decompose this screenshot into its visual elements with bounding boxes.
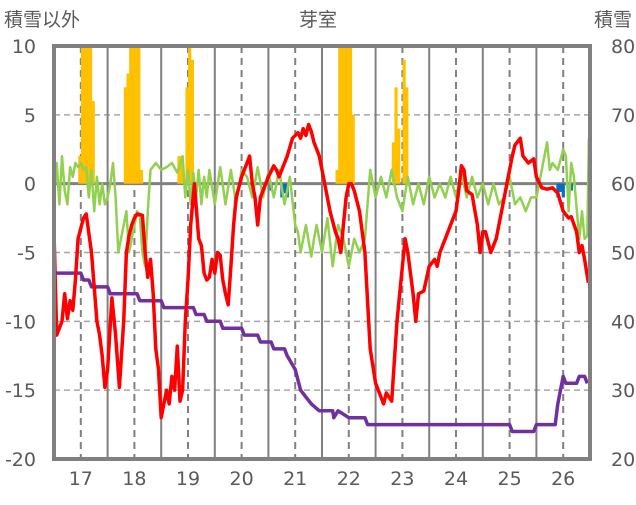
bars bbox=[78, 46, 573, 198]
snowfall-bar bbox=[346, 46, 350, 184]
snowfall-bar bbox=[188, 46, 192, 184]
snowfall-bar bbox=[402, 59, 406, 184]
x-tick-label: 26 bbox=[551, 468, 575, 490]
snowfall-bar bbox=[180, 156, 184, 184]
snowfall-bar bbox=[131, 46, 136, 184]
snowfall-bar bbox=[88, 46, 93, 184]
left-tick-label: -20 bbox=[5, 449, 36, 471]
left-axis-label: 積雪以外 bbox=[4, 9, 80, 31]
snowfall-bar bbox=[134, 46, 138, 184]
snowfall-bar bbox=[343, 46, 347, 184]
ticks: 10 80 5 70 0 60 -5 50 -10 40 -15 30 -20 20 17 18 19 20 21 2… bbox=[5, 36, 635, 490]
right-tick-label: 80 bbox=[611, 36, 635, 58]
right-tick-label: 60 bbox=[611, 174, 635, 196]
snowfall-bar bbox=[83, 46, 87, 184]
x-tick-label: 24 bbox=[444, 468, 468, 490]
snowfall-bar bbox=[80, 46, 85, 184]
snowfall-bar bbox=[348, 46, 353, 184]
right-tick-label: 30 bbox=[611, 380, 635, 402]
x-tick-label: 18 bbox=[122, 468, 146, 490]
x-tick-label: 23 bbox=[390, 468, 414, 490]
snowfall-bar bbox=[126, 73, 130, 184]
x-tick-label: 22 bbox=[337, 468, 361, 490]
lines bbox=[52, 122, 591, 434]
x-tick-label: 21 bbox=[283, 468, 307, 490]
left-tick-label: -5 bbox=[17, 243, 36, 265]
snowfall-bar bbox=[129, 46, 133, 184]
left-tick-label: -15 bbox=[5, 380, 36, 402]
snowfall-bar bbox=[91, 101, 95, 184]
right-tick-label: 50 bbox=[611, 243, 635, 265]
blue-bar bbox=[569, 183, 573, 191]
snowfall-bar bbox=[123, 87, 127, 184]
x-tick-label: 19 bbox=[176, 468, 200, 490]
chart-title: 芽室 bbox=[299, 9, 337, 31]
left-tick-label: 10 bbox=[12, 36, 36, 58]
x-tick-label: 20 bbox=[230, 468, 254, 490]
snowfall-bar bbox=[139, 169, 144, 184]
snowfall-bar bbox=[190, 59, 194, 184]
snowfall-bar bbox=[340, 46, 345, 184]
snowfall-bar bbox=[391, 142, 395, 184]
left-tick-label: 0 bbox=[24, 174, 36, 196]
right-tick-label: 70 bbox=[611, 105, 635, 127]
red-line bbox=[52, 122, 591, 420]
blue-bar bbox=[282, 183, 287, 194]
x-tick-label: 17 bbox=[69, 468, 93, 490]
blue-bar bbox=[559, 183, 563, 192]
snowfall-bar bbox=[78, 156, 82, 184]
left-tick-label: 5 bbox=[24, 105, 36, 127]
right-tick-label: 20 bbox=[611, 449, 635, 471]
snowfall-bar bbox=[137, 46, 141, 184]
plot-frame bbox=[52, 44, 592, 461]
snowfall-bar bbox=[397, 128, 401, 184]
snowfall-bar bbox=[185, 87, 189, 184]
blue-bar bbox=[556, 183, 560, 198]
left-tick-label: -10 bbox=[5, 311, 36, 333]
snowfall-bar bbox=[338, 46, 342, 184]
snow_depth-line bbox=[54, 271, 589, 434]
right-axis-label: 積雪 bbox=[594, 9, 632, 31]
snowfall-bar bbox=[335, 169, 339, 184]
snowfall-bar bbox=[86, 46, 90, 184]
blue-bar bbox=[561, 183, 565, 198]
snowfall-bar bbox=[405, 87, 409, 184]
snowfall-bar bbox=[351, 114, 355, 184]
x-tick-label: 25 bbox=[498, 468, 522, 490]
grid bbox=[54, 46, 590, 459]
right-tick-label: 40 bbox=[611, 311, 635, 333]
snowfall-bar bbox=[394, 87, 398, 184]
